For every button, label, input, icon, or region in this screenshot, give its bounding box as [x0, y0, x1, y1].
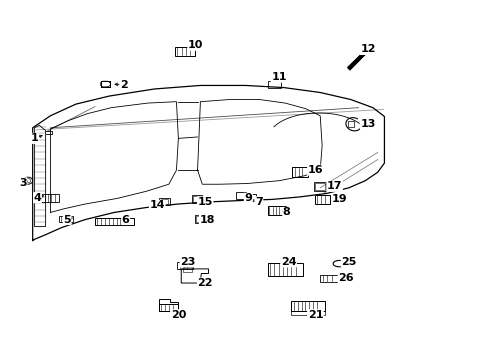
Bar — [59, 216, 73, 222]
Text: 1: 1 — [31, 133, 39, 143]
Bar — [160, 199, 168, 204]
Text: 12: 12 — [360, 45, 375, 54]
Bar — [193, 196, 201, 202]
Text: 14: 14 — [149, 201, 165, 210]
Bar — [291, 301, 325, 311]
Bar — [267, 262, 303, 276]
Text: 5: 5 — [63, 215, 71, 225]
Bar — [267, 81, 280, 87]
Text: 19: 19 — [331, 194, 346, 204]
Text: 16: 16 — [307, 165, 323, 175]
Text: 8: 8 — [282, 207, 290, 217]
Text: 17: 17 — [326, 181, 342, 192]
Text: 18: 18 — [199, 215, 214, 225]
Text: 4: 4 — [34, 193, 41, 203]
Bar — [246, 194, 256, 201]
Bar — [175, 47, 195, 56]
Bar — [320, 275, 340, 282]
Bar — [95, 218, 134, 225]
Bar — [101, 81, 110, 87]
Text: 20: 20 — [170, 310, 185, 320]
Bar — [313, 182, 326, 191]
Bar — [315, 183, 325, 190]
Text: 9: 9 — [244, 193, 252, 203]
Bar — [194, 215, 205, 223]
Bar — [196, 216, 203, 222]
Bar — [101, 81, 110, 87]
Bar — [347, 121, 353, 127]
Text: 3: 3 — [19, 178, 27, 188]
Text: 7: 7 — [254, 197, 262, 207]
Bar — [235, 192, 246, 199]
Bar — [159, 304, 178, 311]
Text: 11: 11 — [271, 72, 286, 82]
Text: 22: 22 — [197, 278, 212, 288]
Text: 13: 13 — [360, 119, 375, 129]
Text: 25: 25 — [341, 257, 356, 267]
Bar — [267, 207, 285, 215]
Bar — [101, 81, 110, 87]
Text: 6: 6 — [122, 215, 129, 225]
Bar — [315, 195, 329, 204]
Text: 2: 2 — [120, 80, 127, 90]
Bar — [40, 194, 59, 202]
Bar — [159, 198, 169, 206]
Bar — [183, 267, 191, 273]
Text: 10: 10 — [187, 40, 203, 50]
Bar — [292, 167, 307, 177]
Text: 26: 26 — [338, 273, 353, 283]
Bar — [291, 311, 325, 315]
Text: 24: 24 — [280, 257, 296, 267]
Bar — [191, 195, 202, 203]
Text: 21: 21 — [307, 310, 323, 320]
Bar — [177, 262, 192, 269]
Text: 15: 15 — [197, 197, 212, 207]
Text: 23: 23 — [180, 257, 195, 267]
